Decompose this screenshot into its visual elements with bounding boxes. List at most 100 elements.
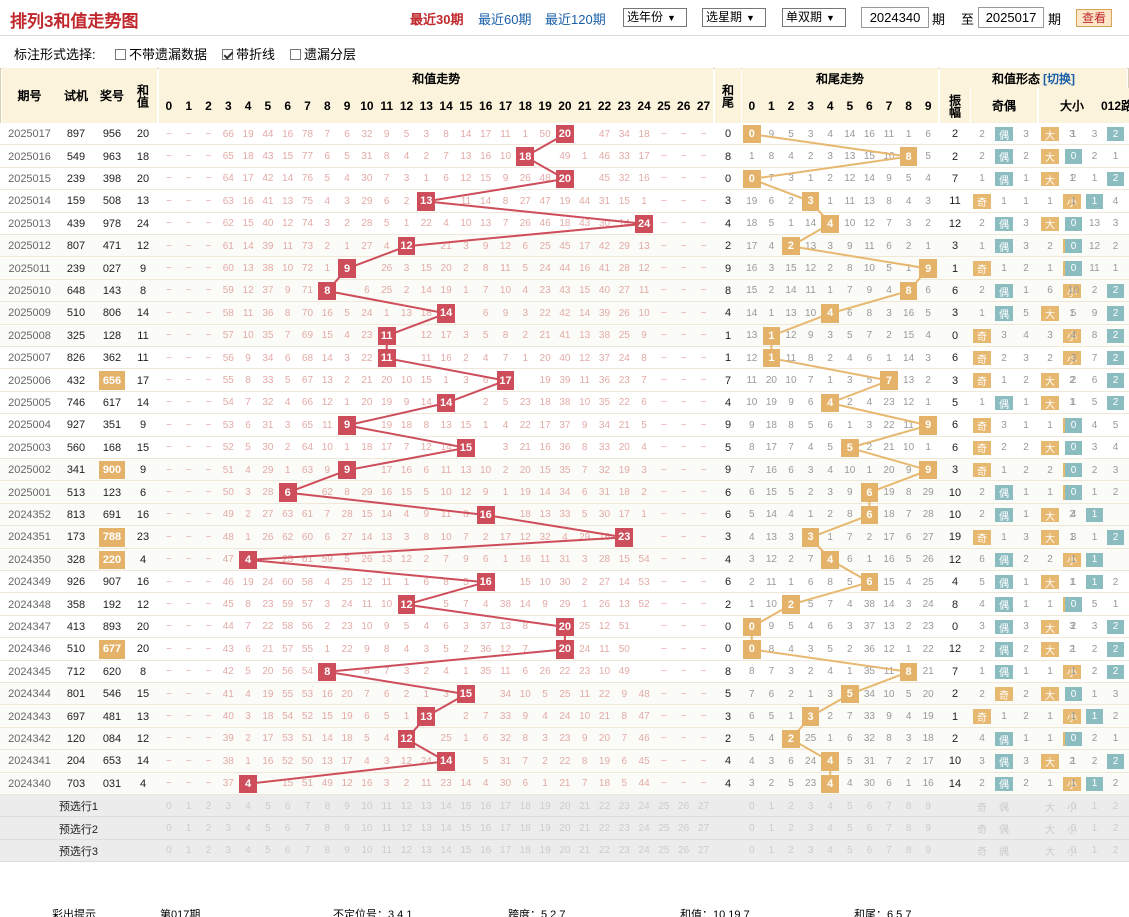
preselect-row[interactable] [0, 817, 1129, 840]
preselect-tail-1[interactable]: 1 [768, 800, 775, 812]
preselect-route-2[interactable]: 2 [1112, 845, 1119, 857]
preselect-sum-2[interactable]: 2 [205, 823, 212, 835]
preselect-tail-0[interactable]: 0 [749, 823, 755, 835]
preselect-tail-7[interactable]: 7 [886, 845, 892, 857]
preselect-sum-8[interactable]: 8 [324, 823, 331, 835]
range-30[interactable]: 最近30期 [410, 12, 464, 27]
period-from-input[interactable]: 2024340 [861, 7, 929, 28]
preselect-tail-5[interactable]: 5 [847, 823, 853, 835]
parity-select[interactable]: 单双期 ▼ [782, 8, 846, 27]
preselect-tail-8[interactable]: 8 [905, 800, 912, 812]
checkbox-missing-layer[interactable] [290, 49, 301, 60]
preselect-sum-17[interactable]: 17 [499, 800, 512, 812]
preselect-sum-23[interactable]: 23 [618, 800, 630, 812]
preselect-sum-8[interactable]: 8 [324, 800, 331, 812]
preselect-tail-3[interactable]: 3 [807, 823, 814, 835]
preselect-sum-25[interactable]: 25 [658, 823, 670, 835]
preselect-even[interactable]: 偶 [999, 847, 1009, 859]
preselect-tail-2[interactable]: 2 [788, 800, 794, 812]
preselect-route-2[interactable]: 2 [1112, 823, 1119, 835]
preselect-sum-14[interactable]: 14 [440, 845, 452, 857]
preselect-row[interactable] [0, 795, 1129, 818]
preselect-tail-8[interactable]: 8 [905, 845, 912, 857]
preselect-sum-7[interactable]: 7 [304, 823, 311, 835]
preselect-sum-1[interactable]: 1 [185, 845, 192, 857]
preselect-sum-18[interactable]: 18 [519, 823, 531, 835]
preselect-tail-8[interactable]: 8 [905, 823, 912, 835]
preselect-tail-4[interactable]: 4 [827, 823, 833, 835]
preselect-sum-21[interactable]: 21 [579, 800, 591, 812]
preselect-sum-17[interactable]: 17 [499, 845, 512, 857]
preselect-sum-10[interactable]: 10 [361, 845, 373, 857]
preselect-sum-27[interactable]: 27 [697, 823, 710, 835]
preselect-label[interactable]: 预选行3 [58, 845, 99, 858]
preselect-sum-20[interactable]: 20 [559, 823, 571, 835]
preselect-even[interactable]: 偶 [999, 825, 1009, 837]
preselect-sum-6[interactable]: 6 [284, 823, 291, 835]
preselect-tail-3[interactable]: 3 [807, 845, 814, 857]
preselect-sum-7[interactable]: 7 [304, 845, 311, 857]
preselect-big[interactable]: 大 [1045, 802, 1055, 814]
preselect-sum-11[interactable]: 11 [381, 845, 392, 857]
preselect-tail-0[interactable]: 0 [749, 845, 755, 857]
preselect-sum-11[interactable]: 11 [381, 800, 392, 812]
preselect-sum-12[interactable]: 12 [400, 800, 413, 812]
preselect-small[interactable]: 小 [1067, 825, 1077, 837]
preselect-route-0[interactable]: 0 [1070, 800, 1077, 812]
week-select[interactable]: 选星期 ▼ [702, 8, 766, 27]
preselect-tail-0[interactable]: 0 [749, 800, 755, 812]
preselect-tail-7[interactable]: 7 [886, 823, 892, 835]
preselect-sum-27[interactable]: 27 [697, 845, 710, 857]
preselect-sum-14[interactable]: 14 [440, 823, 452, 835]
preselect-sum-3[interactable]: 3 [225, 845, 232, 857]
preselect-tail-5[interactable]: 5 [847, 800, 853, 812]
preselect-sum-3[interactable]: 3 [225, 823, 232, 835]
preselect-sum-13[interactable]: 13 [420, 823, 432, 835]
preselect-odd[interactable]: 奇 [977, 847, 987, 859]
preselect-sum-6[interactable]: 6 [284, 800, 291, 812]
preselect-odd[interactable]: 奇 [977, 825, 987, 837]
preselect-sum-23[interactable]: 23 [618, 823, 630, 835]
preselect-sum-12[interactable]: 12 [400, 823, 413, 835]
preselect-tail-7[interactable]: 7 [886, 800, 892, 812]
preselect-sum-25[interactable]: 25 [658, 800, 670, 812]
preselect-sum-4[interactable]: 4 [245, 800, 251, 812]
preselect-sum-1[interactable]: 1 [185, 823, 192, 835]
preselect-sum-4[interactable]: 4 [245, 845, 251, 857]
checkbox-no-missing[interactable] [115, 49, 126, 60]
preselect-sum-8[interactable]: 8 [324, 845, 331, 857]
preselect-sum-14[interactable]: 14 [440, 800, 452, 812]
preselect-sum-5[interactable]: 5 [265, 823, 271, 835]
preselect-sum-5[interactable]: 5 [265, 800, 271, 812]
preselect-sum-0[interactable]: 0 [166, 845, 172, 857]
preselect-sum-27[interactable]: 27 [697, 800, 710, 812]
preselect-sum-13[interactable]: 13 [420, 800, 432, 812]
preselect-tail-9[interactable]: 9 [925, 845, 931, 857]
preselect-tail-3[interactable]: 3 [807, 800, 814, 812]
preselect-sum-23[interactable]: 23 [618, 845, 630, 857]
preselect-row[interactable] [0, 839, 1129, 863]
preselect-sum-0[interactable]: 0 [166, 800, 172, 812]
preselect-tail-1[interactable]: 1 [768, 823, 775, 835]
preselect-sum-19[interactable]: 19 [539, 845, 551, 857]
preselect-small[interactable]: 小 [1067, 847, 1077, 859]
option-polyline[interactable]: 带折线 [222, 44, 275, 63]
preselect-route-0[interactable]: 0 [1070, 823, 1077, 835]
preselect-sum-18[interactable]: 18 [519, 800, 531, 812]
year-select[interactable]: 选年份 ▼ [623, 8, 687, 27]
preselect-even[interactable]: 偶 [999, 802, 1009, 814]
preselect-sum-11[interactable]: 11 [381, 823, 392, 835]
preselect-sum-24[interactable]: 24 [638, 800, 650, 812]
preselect-sum-9[interactable]: 9 [344, 800, 350, 812]
preselect-label[interactable]: 预选行1 [58, 801, 99, 814]
preselect-sum-26[interactable]: 26 [678, 845, 690, 857]
header-period[interactable]: 期号 [2, 68, 57, 123]
preselect-odd[interactable]: 奇 [977, 802, 987, 814]
preselect-sum-10[interactable]: 10 [361, 800, 373, 812]
preselect-sum-18[interactable]: 18 [519, 845, 531, 857]
preselect-tail-1[interactable]: 1 [768, 845, 775, 857]
preselect-tail-5[interactable]: 5 [847, 845, 853, 857]
preselect-sum-24[interactable]: 24 [638, 845, 650, 857]
preselect-sum-5[interactable]: 5 [265, 845, 271, 857]
view-button[interactable]: 查看 [1076, 9, 1112, 27]
